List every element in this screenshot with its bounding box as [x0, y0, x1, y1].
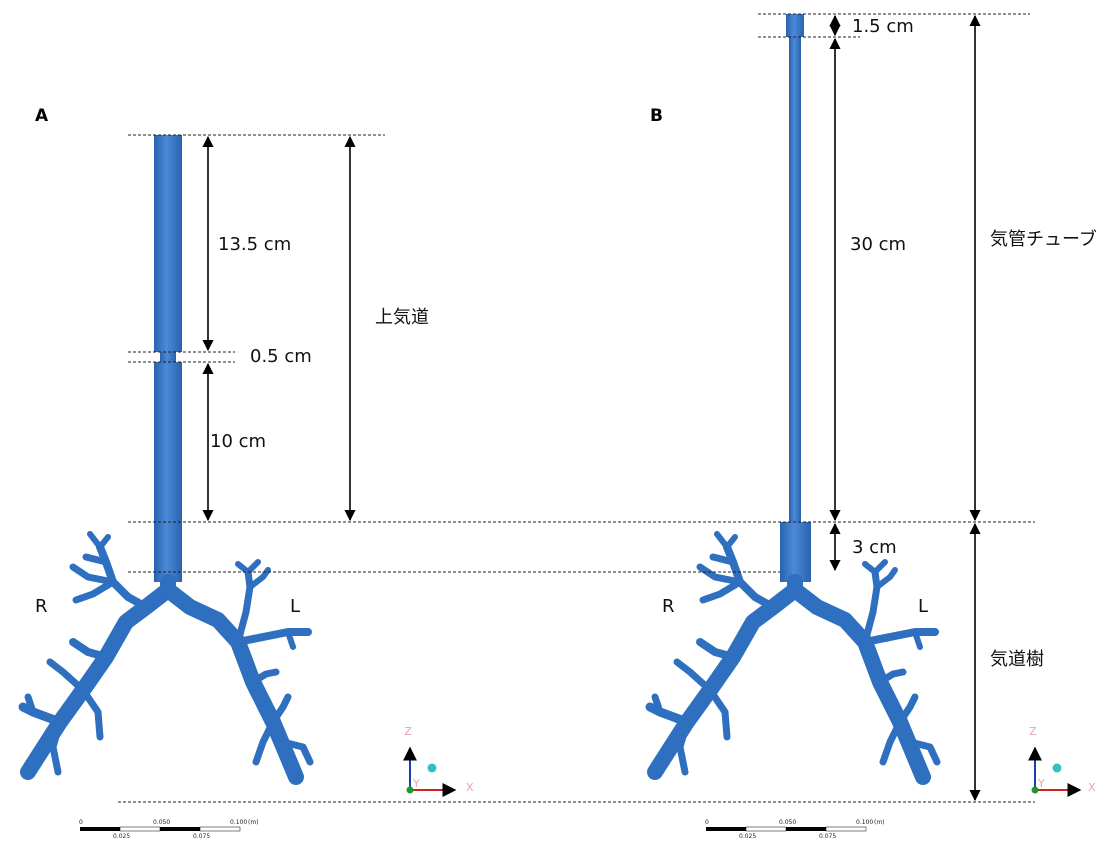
trachea: [154, 362, 182, 582]
scale-label: 0.025: [739, 833, 756, 840]
dimension-label: 30 cm: [850, 234, 906, 255]
scale-label: 0: [79, 819, 83, 826]
tube-connector: [786, 14, 804, 37]
scale-label: 0.050: [779, 819, 796, 826]
side-label: R: [35, 596, 48, 617]
panel-label: B: [650, 106, 663, 126]
constriction: [160, 352, 176, 362]
scale-label: 0: [705, 819, 709, 826]
side-label: L: [918, 596, 928, 617]
axis-label: X: [466, 781, 474, 794]
region-label: 上気道: [375, 307, 429, 328]
scale-label: 0.050: [153, 819, 170, 826]
region-label: 気管チューブ: [990, 228, 1097, 250]
dimension-label: 1.5 cm: [852, 16, 914, 37]
side-label: L: [290, 596, 300, 617]
axis-label: Y: [1037, 777, 1045, 790]
region-label: 気道樹: [990, 649, 1044, 670]
side-label: R: [662, 596, 675, 617]
figure: A 13.5 cm 0.5 cm 10 cm 上気道 R L Z X Y 0 0…: [0, 0, 1117, 842]
dimension-label: 10 cm: [210, 431, 266, 452]
dimension-label: 0.5 cm: [250, 346, 312, 367]
axis-label: Y: [412, 777, 420, 790]
panel-b: B 1.5 cm 30 cm 3 cm 気管チューブ 気道樹 R L Z X Y…: [650, 14, 1097, 840]
scale-bar: 0 0.050 0.100 (m) 0.025 0.075: [79, 819, 259, 840]
dimension-label: 3 cm: [852, 537, 897, 558]
axis-label: Z: [404, 725, 412, 738]
scale-label: 0.100: [230, 819, 247, 826]
trachea: [154, 135, 182, 352]
dimension-label: 13.5 cm: [218, 234, 291, 255]
scale-label: (m): [874, 819, 885, 826]
endotracheal-tube: [789, 37, 801, 523]
axis-label: X: [1088, 781, 1096, 794]
scale-label: 0.075: [193, 833, 210, 840]
scale-label: 0.025: [113, 833, 130, 840]
panel-label: A: [35, 106, 49, 126]
panel-a: A 13.5 cm 0.5 cm 10 cm 上気道 R L Z X Y 0 0…: [23, 106, 474, 840]
trachea: [780, 522, 811, 582]
axis-label: Z: [1029, 725, 1037, 738]
scale-bar: 0 0.050 0.100 (m) 0.025 0.075: [705, 819, 885, 840]
scale-label: 0.100: [856, 819, 873, 826]
scale-label: 0.075: [819, 833, 836, 840]
scale-label: (m): [248, 819, 259, 826]
